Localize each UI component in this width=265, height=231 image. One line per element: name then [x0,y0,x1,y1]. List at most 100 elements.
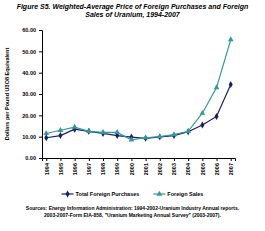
x-tick-mark [131,158,132,161]
marker [100,129,106,134]
x-tick: 1996 [72,158,78,175]
x-tick: 1999 [114,158,120,175]
x-tick-label: 2002 [157,163,163,175]
x-axis-line [43,159,236,162]
x-tick: 2005 [200,158,206,175]
source-note: Sources: Energy Information Administrati… [26,205,240,218]
x-axis: 1994 1995 1996 1997 1998 1999 2000 2001 2002 2003… [43,158,236,175]
marker [129,134,133,141]
y-axis-line [39,31,43,159]
series-line [46,84,230,138]
marker [58,132,62,139]
x-tick-mark [60,158,61,161]
marker [158,133,162,140]
series-layer [43,36,233,142]
y-axis: 0.00 10.00 20.00 30.00 40.00 50.00 60.00 [22,27,42,161]
marker [58,127,64,132]
y-tick: 10.00 [22,134,42,140]
x-tick: 2002 [157,158,163,175]
x-tick: 1994 [44,158,50,175]
x-tick: 2006 [214,158,220,175]
chart: Figure S5. Weighted-Average Price of For… [0,0,265,231]
marker [214,84,220,89]
marker [171,131,177,136]
marker [144,135,148,142]
title: Figure S5. Weighted-Average Price of For… [17,3,249,19]
marker [172,132,176,139]
x-tick: 2004 [185,158,191,175]
x-tick-label: 1998 [100,163,106,175]
x-tick-label: 1994 [44,162,50,175]
marker [86,128,92,133]
marker [215,113,219,120]
x-tick: 1997 [86,158,92,175]
x-tick-mark [160,158,161,161]
x-tick-mark [89,158,90,161]
y-tick: 50.00 [22,49,42,55]
x-tick-label: 2001 [143,163,149,175]
y-tick: 0.00 [25,155,42,161]
y-tick-label: 0.00 [25,155,36,161]
x-tick-label: 2003 [171,163,177,175]
marker [114,129,120,134]
x-tick-label: 2006 [214,163,220,175]
x-tick-mark [103,158,104,161]
x-tick-label: 1995 [58,163,64,175]
x-tick: 2001 [143,158,149,175]
y-tick-mark [39,30,42,31]
marker [44,134,48,141]
legend-item: Total Foreign Purchases [62,191,140,198]
marker [228,36,234,41]
x-tick: 2003 [171,158,177,175]
x-tick: 2000 [129,158,135,175]
legend-item: Foreign Sales [153,191,203,197]
y-tick-mark [39,73,42,74]
y-tick-label: 30.00 [22,91,36,97]
y-tick-label: 60.00 [22,27,36,33]
x-tick-mark [146,158,147,161]
marker [43,130,49,135]
legend-marker [66,191,70,198]
y-tick-label: 20.00 [22,113,36,119]
x-tick-mark [46,158,47,161]
x-tick-label: 2000 [129,163,135,175]
x-tick: 1995 [58,158,64,175]
y-tick-mark [39,158,42,159]
x-tick: 2007 [228,158,234,175]
x-tick-mark [188,158,189,161]
x-tick-mark [231,158,232,161]
x-tick-label: 1997 [86,163,92,175]
y-tick: 60.00 [22,27,42,33]
marker [72,124,78,129]
legend-marker [157,191,163,196]
plot: 0.0010.0020.0030.0040.0050.0060.00199419… [22,27,235,175]
marker [143,134,149,139]
marker [157,133,163,138]
x-tick-mark [75,158,76,161]
x-tick-mark [217,158,218,161]
legend-label: Total Foreign Purchases [76,191,140,197]
x-tick-mark [202,158,203,161]
y-tick-mark [39,115,42,116]
x-tick-label: 2004 [185,162,191,175]
x-tick: 1998 [100,158,106,175]
marker [200,110,206,115]
y-axis-title: Dollars per Pound U3O8 Equivalent [4,48,10,141]
marker [229,81,233,88]
x-tick-label: 1996 [72,163,78,175]
x-tick-label: 2007 [228,163,234,175]
marker [185,128,191,133]
y-tick-mark [39,51,42,52]
legend: Total Foreign Purchases Foreign Sales [62,191,204,198]
series-line [46,40,230,140]
y-tick: 30.00 [22,91,42,97]
x-tick-label: 1999 [114,163,120,175]
y-tick: 20.00 [22,113,42,119]
y-tick-label: 10.00 [22,134,36,140]
y-tick-mark [39,137,42,138]
y-tick: 40.00 [22,70,42,76]
marker [129,137,135,142]
x-tick-mark [174,158,175,161]
y-tick-mark [39,94,42,95]
x-tick-mark [117,158,118,161]
